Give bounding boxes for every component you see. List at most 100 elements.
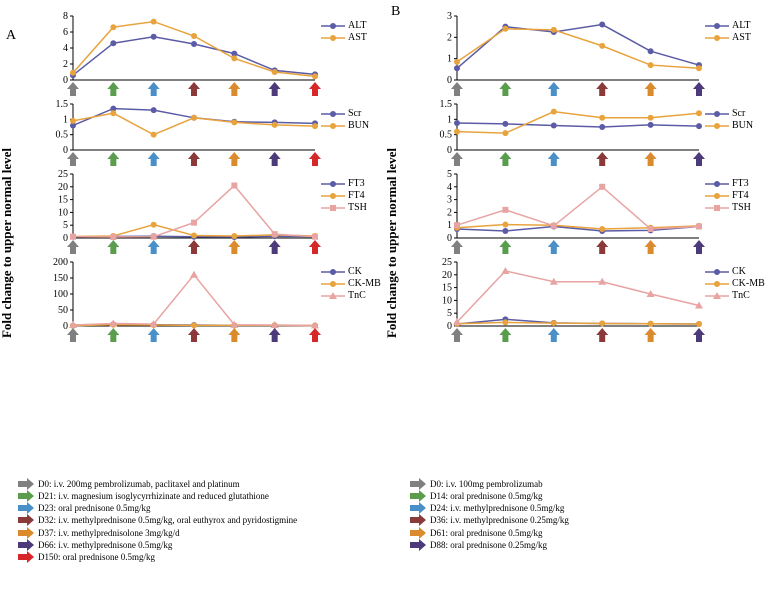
footnote-text: D24: i.v. methylprednisone 0.5mg/kg	[430, 502, 564, 514]
footnote-text: D150: oral prednisone 0.5mg/kg	[38, 551, 155, 563]
footnotes-b: D0: i.v. 100mg pembrolizumab D14: oral p…	[410, 478, 569, 551]
arrow-icon	[18, 527, 34, 539]
legend-item-FT4: FT4	[705, 190, 751, 201]
panel-a-label: A	[6, 28, 16, 44]
arrow-icon	[18, 490, 34, 502]
arrow-icon	[18, 551, 34, 563]
legend-item-TSH: TSH	[705, 202, 751, 213]
svg-text:8: 8	[63, 11, 68, 22]
footnote-row: D21: i.v. magnesium isoglycyrrhizinate a…	[18, 490, 297, 502]
svg-text:4: 4	[447, 182, 452, 193]
svg-text:15: 15	[442, 283, 452, 294]
svg-text:25: 25	[58, 169, 68, 180]
svg-text:15: 15	[58, 195, 68, 206]
series-legend: FT3FT4TSH	[705, 178, 751, 214]
legend-item-FT3: FT3	[705, 178, 751, 189]
svg-text:2: 2	[447, 32, 452, 43]
svg-text:4: 4	[63, 43, 68, 54]
arrow-icon	[410, 490, 426, 502]
footnote-text: D0: i.v. 100mg pembrolizumab	[430, 478, 543, 490]
legend-item-CK-MB: CK-MB	[321, 278, 381, 289]
footnote-row: D88: oral prednisone 0.25mg/kg	[410, 539, 569, 551]
arrow-icon	[18, 478, 34, 490]
legend-item-ALT: ALT	[705, 20, 751, 31]
footnote-row: D61: oral prednisone 0.5mg/kg	[410, 527, 569, 539]
arrow-icon	[410, 514, 426, 526]
svg-text:20: 20	[442, 270, 452, 281]
svg-text:150: 150	[53, 273, 68, 284]
series-legend: ALTAST	[321, 20, 367, 44]
arrow-icon	[18, 502, 34, 514]
footnote-row: D37: i.v. methylprednisolone 3mg/kg/d	[18, 527, 297, 539]
svg-text:0: 0	[447, 321, 452, 332]
legend-item-CK-MB: CK-MB	[705, 278, 765, 289]
svg-text:1.5: 1.5	[440, 99, 453, 110]
svg-text:0: 0	[63, 145, 68, 156]
footnote-row: D14: oral prednisone 0.5mg/kg	[410, 490, 569, 502]
footnote-text: D23: oral prednisone 0.5mg/kg	[38, 502, 150, 514]
footnote-text: D32: i.v. methylprednisone 0.5mg/kg, ora…	[38, 514, 297, 526]
series-legend: ALTAST	[705, 20, 751, 44]
series-legend: CKCK-MBTnC	[705, 266, 765, 302]
svg-text:6: 6	[63, 27, 68, 38]
legend-item-AST: AST	[705, 32, 751, 43]
svg-text:0.5: 0.5	[56, 130, 69, 141]
svg-text:5: 5	[447, 308, 452, 319]
svg-text:1.5: 1.5	[56, 99, 69, 110]
svg-text:0: 0	[63, 233, 68, 244]
footnote-row: D36: i.v. methylprednisone 0.25mg/kg	[410, 514, 569, 526]
svg-text:0: 0	[63, 321, 68, 332]
legend-item-Scr: Scr	[321, 108, 369, 119]
footnote-text: D66: i.v. methylprednisone 0.5mg/kg	[38, 539, 172, 551]
svg-text:1: 1	[447, 220, 452, 231]
arrow-icon	[410, 502, 426, 514]
svg-text:0: 0	[447, 145, 452, 156]
footnote-row: D0: i.v. 100mg pembrolizumab	[410, 478, 569, 490]
footnotes-a: D0: i.v. 200mg pembrolizumab, paclitaxel…	[18, 478, 297, 563]
svg-text:2: 2	[63, 59, 68, 70]
footnote-row: D150: oral prednisone 0.5mg/kg	[18, 551, 297, 563]
chart-stack-a: 02468 ALTAST00.511.5 ScrBUN0510152025	[45, 10, 385, 358]
legend-item-TnC: TnC	[705, 290, 765, 301]
svg-text:1: 1	[447, 114, 452, 125]
arrow-icon	[410, 527, 426, 539]
svg-text:3: 3	[447, 195, 452, 206]
footnote-row: D24: i.v. methylprednisone 0.5mg/kg	[410, 502, 569, 514]
footnote-text: D14: oral prednisone 0.5mg/kg	[430, 490, 542, 502]
arrow-icon	[18, 514, 34, 526]
footnote-text: D88: oral prednisone 0.25mg/kg	[430, 539, 547, 551]
legend-item-Scr: Scr	[705, 108, 753, 119]
legend-item-FT4: FT4	[321, 190, 367, 201]
legend-item-CK: CK	[705, 266, 765, 277]
svg-text:1: 1	[447, 54, 452, 65]
footnote-row: D23: oral prednisone 0.5mg/kg	[18, 502, 297, 514]
svg-text:1: 1	[63, 114, 68, 125]
arrow-icon	[410, 478, 426, 490]
ylabel-a: Fold change to upper normal level	[0, 148, 15, 338]
svg-text:0: 0	[447, 233, 452, 244]
chart-stack-b: 0123 ALTAST00.511.5 ScrBUN012345 FT3FT4T…	[429, 10, 769, 358]
svg-text:200: 200	[53, 257, 68, 268]
panel-b-label: B	[391, 4, 400, 20]
arrow-icon	[410, 539, 426, 551]
legend-item-BUN: BUN	[321, 120, 369, 131]
legend-item-FT3: FT3	[321, 178, 367, 189]
footnote-text: D0: i.v. 200mg pembrolizumab, paclitaxel…	[38, 478, 240, 490]
ylabel-b: Fold change to upper normal level	[384, 148, 400, 338]
svg-text:5: 5	[447, 169, 452, 180]
svg-text:100: 100	[53, 289, 68, 300]
series-legend: FT3FT4TSH	[321, 178, 367, 214]
svg-text:10: 10	[442, 295, 452, 306]
svg-text:3: 3	[447, 11, 452, 22]
svg-text:50: 50	[58, 305, 68, 316]
series-legend: ScrBUN	[321, 108, 369, 132]
svg-text:0.5: 0.5	[440, 130, 453, 141]
legend-item-CK: CK	[321, 266, 381, 277]
legend-item-ALT: ALT	[321, 20, 367, 31]
legend-item-AST: AST	[321, 32, 367, 43]
legend-item-TnC: TnC	[321, 290, 381, 301]
footnote-text: D61: oral prednisone 0.5mg/kg	[430, 527, 542, 539]
series-legend: ScrBUN	[705, 108, 753, 132]
svg-text:25: 25	[442, 257, 452, 268]
svg-text:10: 10	[58, 207, 68, 218]
